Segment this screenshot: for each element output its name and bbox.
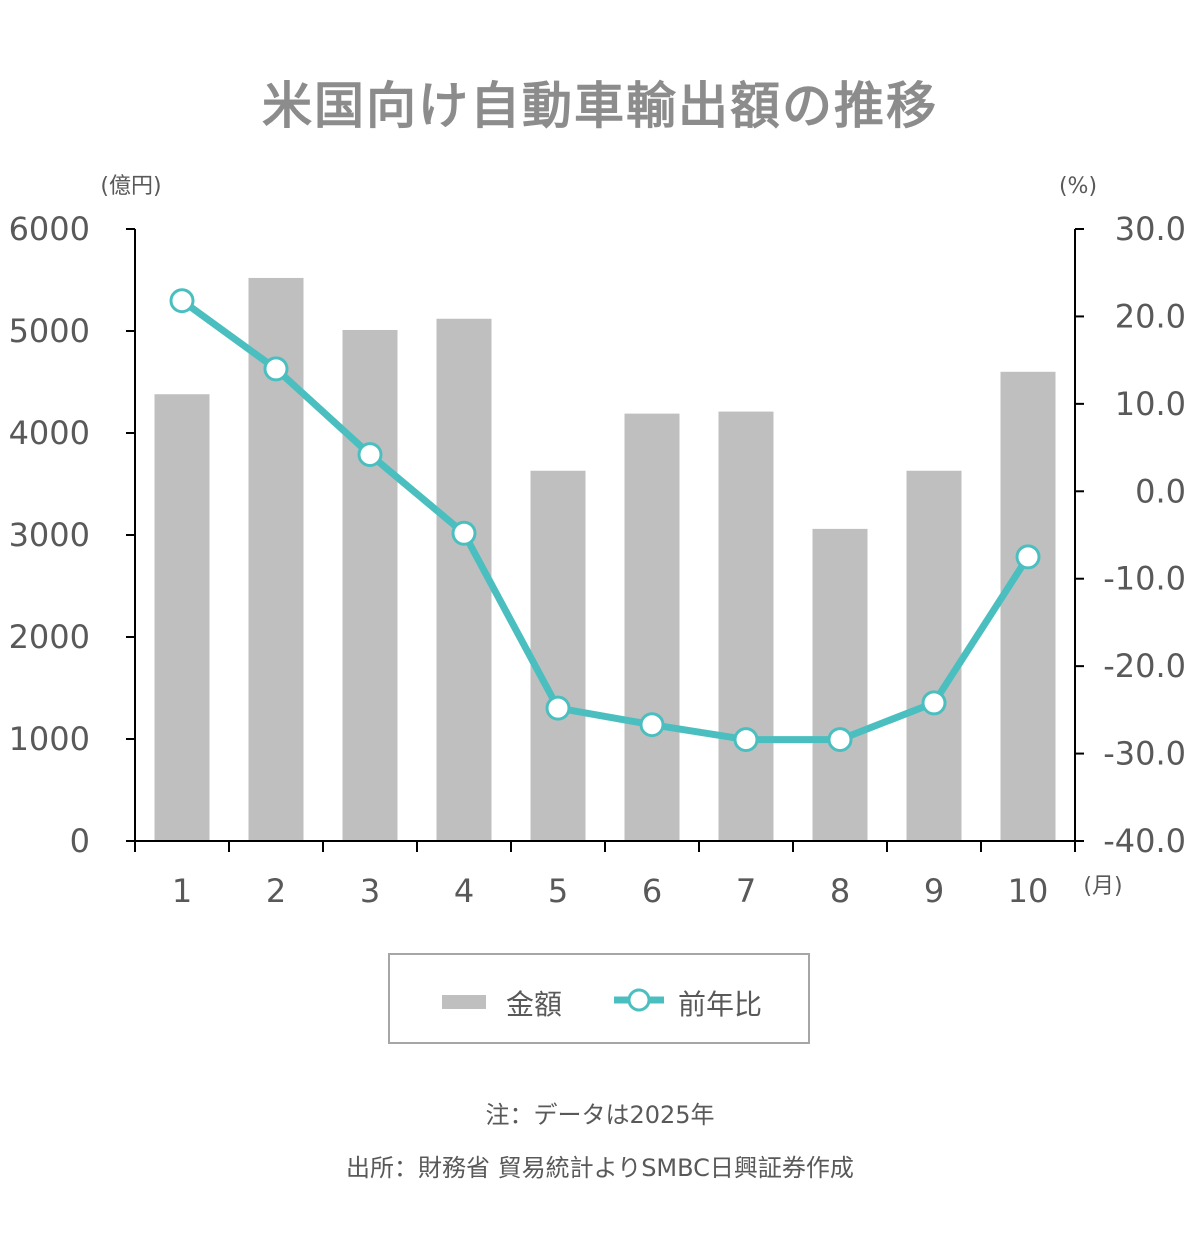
- left-tick-label: 2000: [9, 618, 90, 656]
- yoy-point-4: [451, 520, 477, 546]
- x-tick-label-5: 5: [548, 872, 568, 910]
- bar-10: [1000, 371, 1056, 841]
- yoy-point-1: [169, 288, 195, 314]
- right-tick-label: -40.0: [1103, 822, 1186, 860]
- x-tick-label-7: 7: [736, 872, 756, 910]
- yoy-point-8: [827, 727, 853, 753]
- bar-8: [812, 528, 868, 841]
- yoy-point-5: [545, 695, 571, 721]
- right-tick-label: 30.0: [1115, 210, 1186, 248]
- bar-4: [436, 318, 492, 841]
- yoy-point-10: [1015, 544, 1041, 570]
- left-tick-label: 5000: [9, 312, 90, 350]
- note-text: 注：データは2025年: [485, 1101, 715, 1129]
- right-tick-label: -30.0: [1103, 735, 1186, 773]
- chart-title: 米国向け自動車輸出額の推移: [262, 77, 938, 135]
- right-axis-unit: (%): [1059, 174, 1097, 199]
- right-tick-label: 20.0: [1115, 297, 1186, 335]
- left-tick-label: 4000: [9, 414, 90, 452]
- right-tick-label: 10.0: [1115, 385, 1186, 423]
- x-tick-label-4: 4: [454, 872, 474, 910]
- bar-1: [154, 394, 210, 841]
- left-tick-label: 1000: [9, 720, 90, 758]
- x-tick-label-2: 2: [266, 872, 286, 910]
- legend-bar-label: 金額: [506, 988, 563, 1021]
- left-tick-label: 3000: [9, 516, 90, 554]
- x-tick-label-9: 9: [924, 872, 944, 910]
- legend-bar-swatch: [442, 995, 486, 1009]
- legend: 金額 前年比: [388, 953, 810, 1044]
- bar-5: [530, 470, 586, 841]
- bar-3: [342, 329, 398, 841]
- x-tick-label-1: 1: [172, 872, 192, 910]
- x-tick-label-6: 6: [642, 872, 662, 910]
- source-text: 出所：財務省 貿易統計よりSMBC日興証券作成: [346, 1154, 854, 1182]
- bar-6: [624, 413, 680, 841]
- yoy-point-6: [639, 712, 665, 738]
- x-tick-label-8: 8: [830, 872, 850, 910]
- yoy-point-3: [357, 442, 383, 468]
- yoy-point-9: [921, 690, 947, 716]
- x-tick-label-10: 10: [1008, 872, 1049, 910]
- left-tick-label: 0: [70, 822, 90, 860]
- chart-area: 0 1000 2000 3000 4000 5000 6000 -40.0 -30.0 -20.0…: [9, 174, 1186, 910]
- x-axis-unit: (月): [1083, 874, 1122, 899]
- right-tick-label: 0.0: [1135, 472, 1186, 510]
- yoy-line: [179, 297, 1031, 744]
- right-tick-label: -10.0: [1103, 560, 1186, 598]
- yoy-point-7: [733, 727, 759, 753]
- left-tick-label: 6000: [9, 210, 90, 248]
- yoy-point-2: [263, 356, 289, 382]
- legend-line-label: 前年比: [678, 988, 763, 1021]
- x-tick-label-3: 3: [360, 872, 380, 910]
- legend-line-swatch: [614, 988, 664, 1012]
- bar-9: [906, 470, 962, 841]
- bar-7: [718, 411, 774, 841]
- left-axis-unit: (億円): [100, 174, 161, 199]
- right-tick-label: -20.0: [1103, 647, 1186, 685]
